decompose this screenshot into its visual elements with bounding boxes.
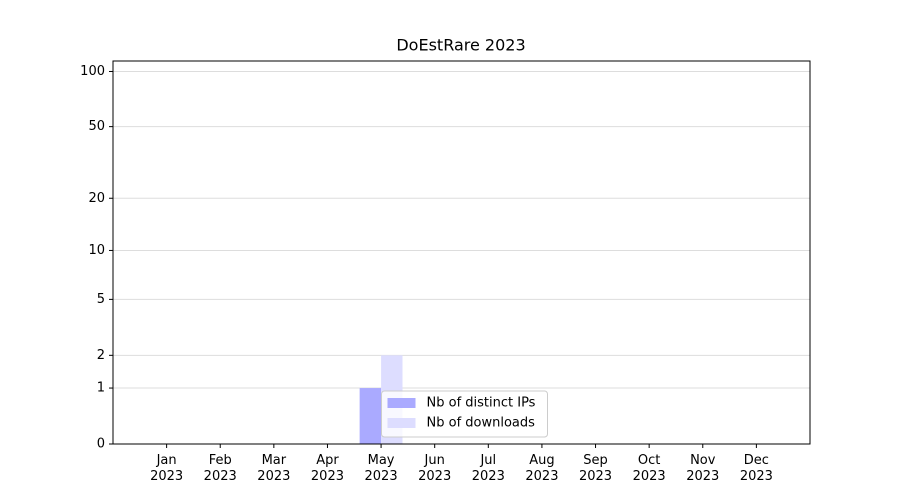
- x-tick-label: Jan 2023: [150, 453, 184, 484]
- plot-frame: [112, 60, 811, 445]
- y-tick-label: 0: [97, 437, 105, 452]
- y-tick-label: 10: [88, 243, 105, 258]
- x-tick-label: Sep 2023: [578, 453, 613, 484]
- x-tick-label: May 2023: [364, 453, 398, 484]
- x-tick-label: Apr 2023: [310, 453, 344, 484]
- y-tick-label: 50: [88, 119, 105, 134]
- x-tick-label: Jun 2023: [418, 453, 452, 484]
- chart-title: DoEstRare 2023: [396, 36, 525, 55]
- y-tick-label: 1: [97, 381, 105, 396]
- bar: [359, 388, 382, 444]
- legend-label: Nb of downloads: [427, 416, 536, 431]
- legend-box: [381, 390, 548, 438]
- x-tick-label: Mar 2023: [257, 453, 291, 484]
- legend-swatch: [387, 418, 416, 428]
- x-tick-label: Oct 2023: [632, 453, 666, 484]
- y-tick-label: 20: [88, 191, 105, 206]
- x-tick-label: Jul 2023: [471, 453, 505, 484]
- y-tick-label: 2: [97, 348, 105, 363]
- x-tick-label: Dec 2023: [739, 453, 773, 484]
- x-tick-label: Nov 2023: [686, 453, 720, 484]
- legend-label: Nb of distinct IPs: [427, 396, 536, 411]
- legend-swatch: [387, 398, 416, 408]
- x-tick-label: Aug 2023: [525, 453, 559, 484]
- y-tick-label: 100: [80, 64, 105, 79]
- legend: Nb of distinct IPs Nb of downloads: [381, 390, 548, 438]
- x-tick-label: Feb 2023: [203, 453, 237, 484]
- y-tick-label: 5: [97, 292, 105, 307]
